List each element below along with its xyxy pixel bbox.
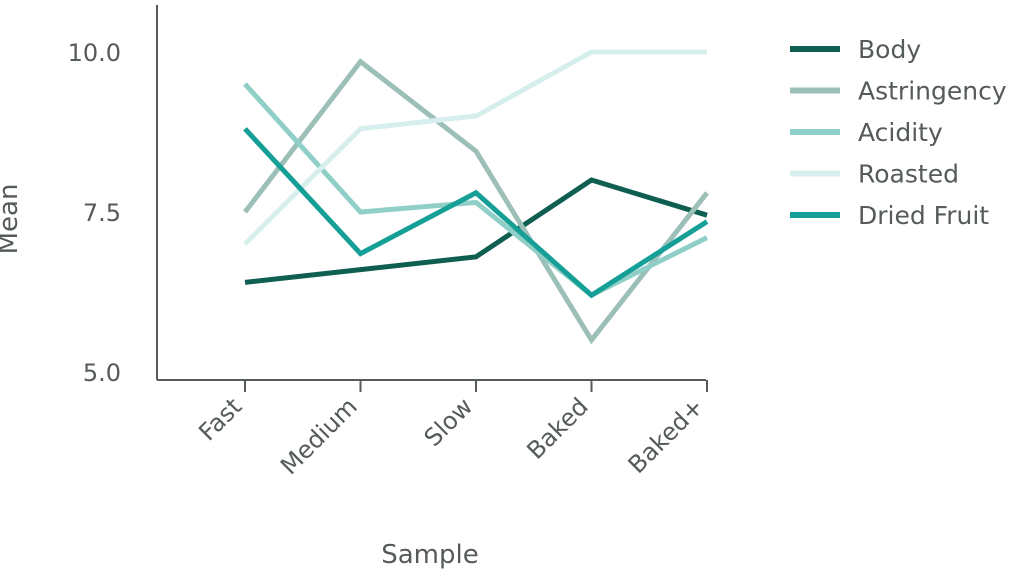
y-tick-labels: 5.0 7.5 10.0 [68,39,121,387]
x-tick-label: Baked [521,392,593,464]
y-tick-label: 10.0 [68,39,121,67]
x-tick-label: Fast [193,392,247,446]
legend-label: Acidity [858,118,943,147]
series-line-astringency [243,58,709,345]
legend-label: Body [858,35,921,64]
legend: Body Astringency Acidity Roasted Dried Fruit [790,35,1007,230]
x-tick-label: Slow [419,392,479,452]
x-axis-title: Sample [381,540,479,570]
series-line-roasted [243,49,707,246]
y-tick-label: 5.0 [83,359,121,387]
series-line-body [244,177,708,285]
axes [156,5,706,381]
x-tick-label: Medium [275,392,363,480]
legend-label: Dried Fruit [858,201,989,230]
y-tick-label: 7.5 [83,199,121,227]
x-tick-label: Baked+ [623,392,709,478]
x-ticks: Fast Medium Slow Baked Baked+ [193,380,709,480]
legend-label: Astringency [858,77,1007,106]
legend-label: Roasted [858,160,959,189]
series-lines [243,49,709,345]
series-line-dried-fruit [243,127,709,299]
y-axis-title: Mean [0,184,24,255]
